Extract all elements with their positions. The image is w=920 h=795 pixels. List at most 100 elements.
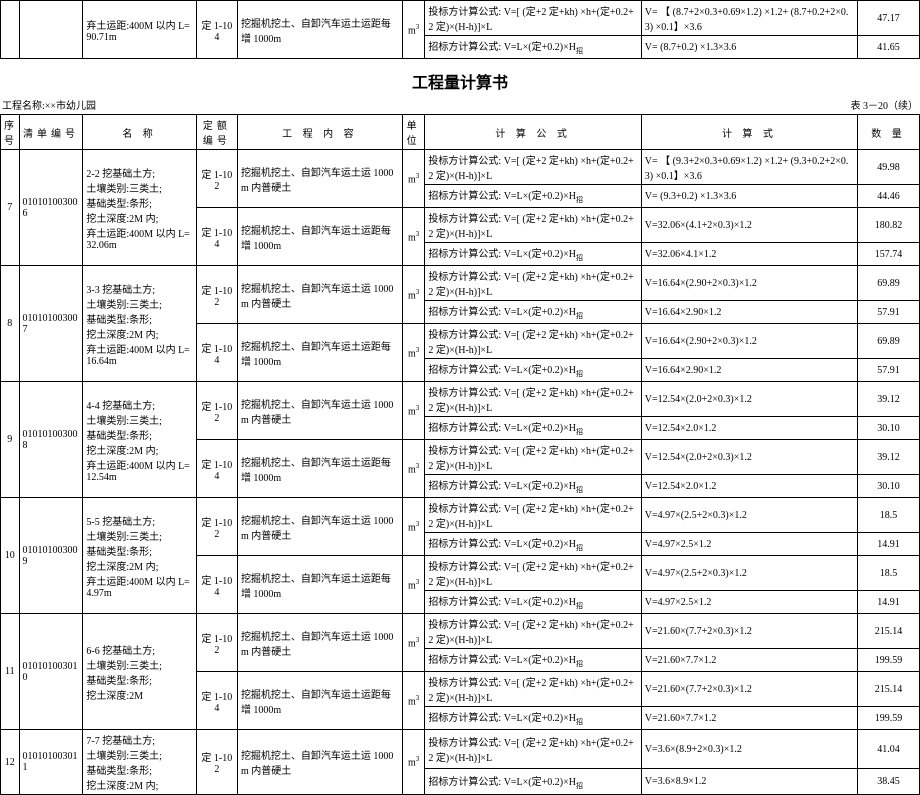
calc-cell: V= (8.7+0.2) ×1.3×3.6	[641, 36, 857, 59]
qty-cell: 18.5	[858, 498, 920, 533]
code-cell: 010101003007	[19, 266, 83, 382]
qty-cell: 41.04	[858, 730, 920, 769]
table-row: 90101010030084-4 挖基础土方;土壤类别:三类土;基础类型:条形;…	[1, 382, 920, 417]
qty-cell: 215.14	[858, 614, 920, 649]
calc-cell: V=16.64×2.90×1.2	[641, 301, 857, 324]
th-unit: 单位	[402, 115, 425, 150]
qty-cell: 39.12	[858, 440, 920, 475]
dnum-cell: 定 1-102	[196, 382, 237, 440]
unit-cell: m3	[402, 614, 425, 672]
content-cell: 挖掘机挖土、自卸汽车运土运距每增 1000m	[237, 440, 402, 498]
unit-cell: m3	[402, 730, 425, 795]
th-dnum: 定额编号	[196, 115, 237, 150]
calc-cell: V=4.97×(2.5+2×0.3)×1.2	[641, 498, 857, 533]
table-number: 表 3－20（续）	[851, 97, 919, 112]
calc-cell: V=12.54×2.0×1.2	[641, 417, 857, 440]
calc-cell: V=16.64×2.90×1.2	[641, 359, 857, 382]
name-cell: 4-4 挖基础土方;土壤类别:三类土;基础类型:条形;挖土深度:2M 内;弃土运…	[83, 382, 196, 498]
dnum-cell: 定 1-104	[196, 208, 237, 266]
qty-cell: 14.91	[858, 533, 920, 556]
content-cell: 挖掘机挖土、自卸汽车运土运 1000m 内普硬土	[237, 730, 402, 795]
calc-cell: V=4.97×2.5×1.2	[641, 591, 857, 614]
formula-cell: 投标方计算公式: V=[ (定+2 定+kh) ×h+(定+0.2+2 定)×(…	[425, 1, 641, 36]
qty-cell: 39.12	[858, 382, 920, 417]
calc-cell: V=12.54×2.0×1.2	[641, 475, 857, 498]
calc-cell: V=21.60×(7.7+2×0.3)×1.2	[641, 672, 857, 707]
unit-cell: m3	[402, 498, 425, 556]
dnum-cell: 定 1-102	[196, 614, 237, 672]
calc-cell: V=4.97×2.5×1.2	[641, 533, 857, 556]
table-row: 110101010030106-6 挖基础土方;土壤类别:三类土;基础类型:条形…	[1, 614, 920, 649]
table-row: 80101010030073-3 挖基础土方;土壤类别:三类土;基础类型:条形;…	[1, 266, 920, 301]
content-cell: 挖掘机挖土、自卸汽车运土运距每增 1000m	[237, 1, 402, 59]
dnum-cell: 定 1-104	[196, 556, 237, 614]
content-cell: 挖掘机挖土、自卸汽车运土运距每增 1000m	[237, 208, 402, 266]
formula-cell: 招标方计算公式: V=L×(定+0.2)×H招	[425, 707, 641, 730]
calc-cell: V=3.6×8.9×1.2	[641, 769, 857, 795]
qty-cell: 57.91	[858, 301, 920, 324]
project-name-label: 工程名称:××市幼儿园	[2, 97, 96, 112]
qty-cell: 157.74	[858, 243, 920, 266]
qty-cell: 180.82	[858, 208, 920, 243]
unit-cell: m3	[402, 266, 425, 324]
formula-cell: 投标方计算公式: V=[ (定+2 定+kh) ×h+(定+0.2+2 定)×(…	[425, 382, 641, 417]
seq-cell: 7	[1, 150, 20, 266]
th-qty: 数 量	[858, 115, 920, 150]
qty-cell: 30.10	[858, 417, 920, 440]
main-table: 序号 清单编号 名 称 定额编号 工 程 内 容 单位 计 算 公 式 计 算 …	[0, 114, 920, 795]
formula-cell: 投标方计算公式: V=[ (定+2 定+kh) ×h+(定+0.2+2 定)×(…	[425, 498, 641, 533]
name-cell: 3-3 挖基础土方;土壤类别:三类土;基础类型:条形;挖土深度:2M 内;弃土运…	[83, 266, 196, 382]
code-cell: 010101003010	[19, 614, 83, 730]
meta-row: 工程名称:××市幼儿园 表 3－20（续）	[0, 97, 920, 114]
code-cell: 010101003009	[19, 498, 83, 614]
calc-cell: V= 【 (9.3+2×0.3+0.69×1.2) ×1.2+ (9.3+0.2…	[641, 150, 857, 185]
formula-cell: 投标方计算公式: V=[ (定+2 定+kh) ×h+(定+0.2+2 定)×(…	[425, 614, 641, 649]
content-cell: 挖掘机挖土、自卸汽车运土运 1000m 内普硬土	[237, 150, 402, 208]
name-cell: 弃土运距:400M 以内 L=90.71m	[83, 1, 196, 59]
calc-cell: V=16.64×(2.90+2×0.3)×1.2	[641, 266, 857, 301]
unit-cell: m3	[402, 208, 425, 266]
seq-cell: 11	[1, 614, 20, 730]
th-content: 工 程 内 容	[237, 115, 402, 150]
qty-cell: 18.5	[858, 556, 920, 591]
calc-cell: V=3.6×(8.9+2×0.3)×1.2	[641, 730, 857, 769]
qty-cell: 69.89	[858, 266, 920, 301]
dnum-cell: 定 1-102	[196, 730, 237, 795]
qty-cell: 57.91	[858, 359, 920, 382]
formula-cell: 招标方计算公式: V=L×(定+0.2)×H招	[425, 185, 641, 208]
dnum-cell: 定 1-102	[196, 266, 237, 324]
formula-cell: 投标方计算公式: V=[ (定+2 定+kh) ×h+(定+0.2+2 定)×(…	[425, 672, 641, 707]
qty-cell: 47.17	[858, 1, 920, 36]
qty-cell: 44.46	[858, 185, 920, 208]
unit-cell: m3	[402, 672, 425, 730]
content-cell: 挖掘机挖土、自卸汽车运土运 1000m 内普硬土	[237, 382, 402, 440]
qty-cell: 215.14	[858, 672, 920, 707]
th-formula: 计 算 公 式	[425, 115, 641, 150]
unit-cell: m3	[402, 1, 425, 59]
formula-cell: 招标方计算公式: V=L×(定+0.2)×H招	[425, 649, 641, 672]
code-cell	[19, 1, 83, 59]
qty-cell: 30.10	[858, 475, 920, 498]
code-cell: 010101003011	[19, 730, 83, 795]
dnum-cell: 定 1-104	[196, 440, 237, 498]
calc-cell: V=16.64×(2.90+2×0.3)×1.2	[641, 324, 857, 359]
content-cell: 挖掘机挖土、自卸汽车运土运距每增 1000m	[237, 672, 402, 730]
name-cell: 7-7 挖基础土方;土壤类别:三类土;基础类型:条形;挖土深度:2M 内;	[83, 730, 196, 795]
calc-cell: V=21.60×7.7×1.2	[641, 649, 857, 672]
name-cell: 5-5 挖基础土方;土壤类别:三类土;基础类型:条形;挖土深度:2M 内;弃土运…	[83, 498, 196, 614]
formula-cell: 招标方计算公式: V=L×(定+0.2)×H招	[425, 243, 641, 266]
formula-cell: 投标方计算公式: V=[ (定+2 定+kh) ×h+(定+0.2+2 定)×(…	[425, 440, 641, 475]
dnum-cell: 定 1-104	[196, 1, 237, 59]
dnum-cell: 定 1-104	[196, 672, 237, 730]
calc-cell: V=12.54×(2.0+2×0.3)×1.2	[641, 382, 857, 417]
seq-cell: 10	[1, 498, 20, 614]
formula-cell: 投标方计算公式: V=[ (定+2 定+kh) ×h+(定+0.2+2 定)×(…	[425, 208, 641, 243]
formula-cell: 投标方计算公式: V=[ (定+2 定+kh) ×h+(定+0.2+2 定)×(…	[425, 730, 641, 769]
unit-cell: m3	[402, 150, 425, 208]
formula-cell: 投标方计算公式: V=[ (定+2 定+kh) ×h+(定+0.2+2 定)×(…	[425, 556, 641, 591]
name-cell: 6-6 挖基础土方;土壤类别:三类土;基础类型:条形;挖土深度:2M	[83, 614, 196, 730]
code-cell: 010101003008	[19, 382, 83, 498]
seq-cell: 9	[1, 382, 20, 498]
th-code: 清单编号	[19, 115, 83, 150]
qty-cell: 41.65	[858, 36, 920, 59]
